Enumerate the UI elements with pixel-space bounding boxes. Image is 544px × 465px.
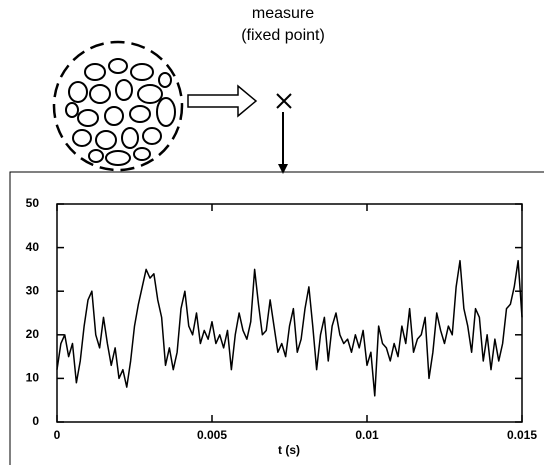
particle-cloud: [52, 40, 184, 172]
y-tick-label: 10: [26, 371, 40, 385]
x-axis-label: t (s): [278, 443, 300, 457]
arrow-head: [278, 164, 288, 174]
y-tick-label: 50: [26, 196, 40, 210]
y-tick-label: 40: [26, 240, 40, 254]
x-tick-label: 0.01: [355, 428, 379, 442]
chart-frame: [9, 171, 544, 465]
y-tick-label: 0: [32, 414, 39, 428]
x-tick-label: 0.015: [507, 428, 537, 442]
x-tick-label: 0: [54, 428, 61, 442]
y-tick-label: 30: [26, 283, 40, 297]
annotation: (fixed point): [241, 27, 325, 44]
data-line: [56, 259, 523, 397]
plot-border: [56, 203, 523, 423]
measure-point: [276, 93, 292, 109]
flow-arrow: [187, 84, 258, 118]
x-tick-label: 0.005: [197, 428, 227, 442]
y-tick-label: 20: [26, 327, 40, 341]
annotation: measure: [252, 5, 314, 22]
